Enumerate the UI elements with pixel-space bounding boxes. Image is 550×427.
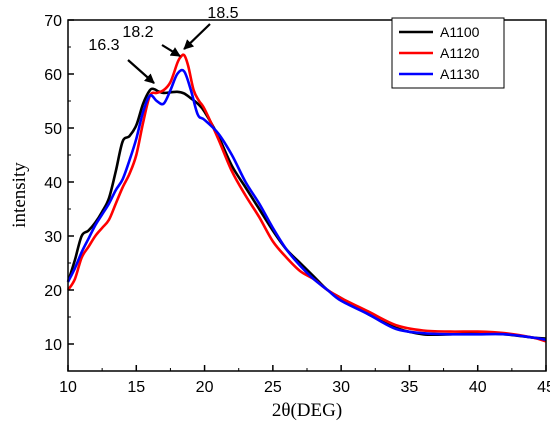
series-line-a1120 [66, 53, 547, 343]
x-tick-label: 25 [264, 379, 282, 396]
annotation-label: 16.3 [88, 37, 119, 54]
y-tick-label: 60 [44, 67, 62, 84]
y-tick-label: 10 [44, 337, 62, 354]
x-tick-label: 40 [469, 379, 487, 396]
legend-label-a1130: A1130 [440, 66, 480, 82]
legend-label-a1100: A1100 [440, 24, 480, 40]
annotation-arrow [127, 59, 155, 84]
x-tick-label: 45 [537, 379, 550, 396]
legend-label-a1120: A1120 [440, 45, 480, 61]
annotation-label: 18.2 [122, 24, 153, 41]
y-tick-label: 30 [44, 229, 62, 246]
y-axis-title: intensity [9, 162, 30, 228]
y-tick-label: 40 [44, 175, 62, 192]
annotation-arrow [161, 44, 181, 58]
x-tick-label: 20 [196, 379, 214, 396]
y-tick-label: 70 [44, 13, 62, 30]
series-line-a1130 [66, 68, 547, 341]
legend: A1100 A1120 A1130 [391, 17, 505, 89]
annotation-label: 18.5 [207, 5, 238, 22]
x-axis-title: 2θ(DEG) [272, 400, 342, 421]
annotation-arrow [183, 23, 211, 50]
y-tick-label: 50 [44, 121, 62, 138]
x-tick-label: 30 [332, 379, 350, 396]
x-tick-label: 10 [59, 379, 77, 396]
x-tick-label: 35 [401, 379, 419, 396]
y-tick-label: 20 [44, 283, 62, 300]
x-tick-label: 15 [127, 379, 145, 396]
